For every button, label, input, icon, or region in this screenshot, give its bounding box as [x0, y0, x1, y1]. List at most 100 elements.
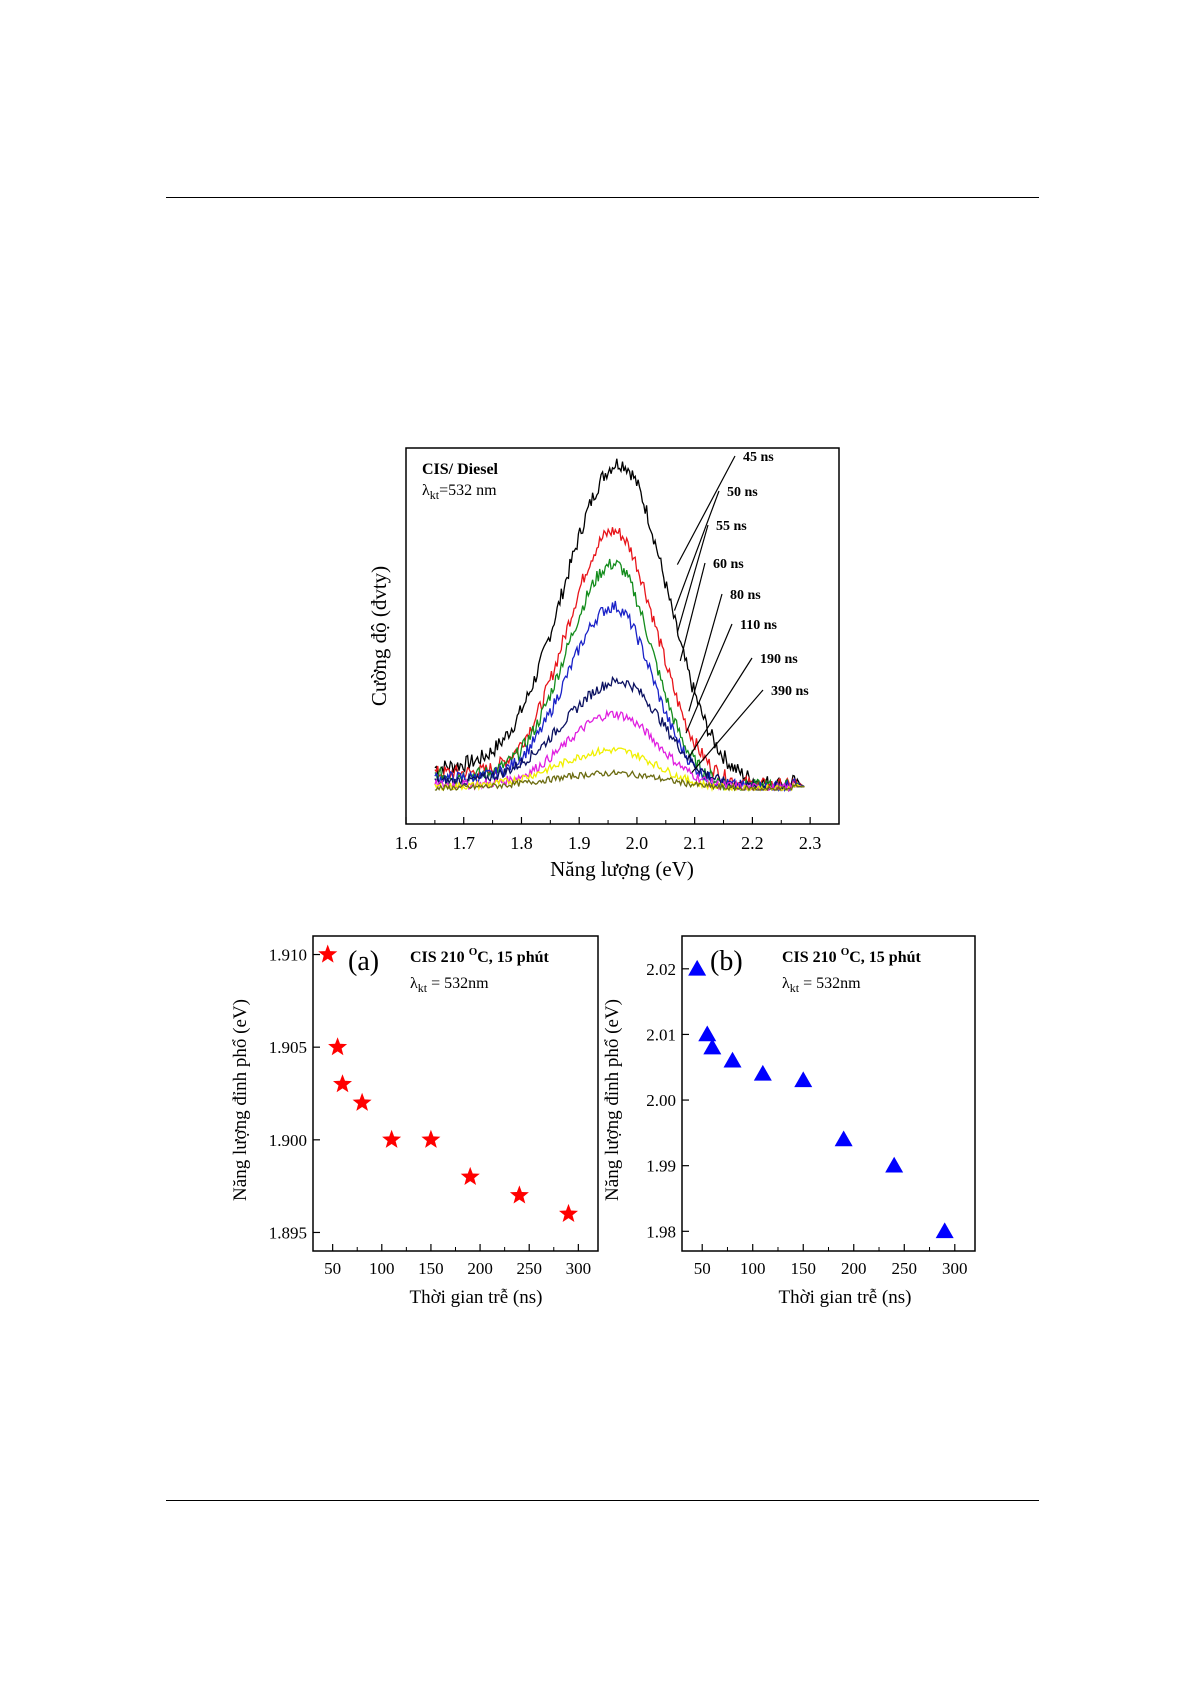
spectra-leader-4 — [688, 593, 723, 712]
spectra-leader-0 — [676, 455, 736, 565]
spectra-series-label-2: 55 ns — [716, 519, 747, 534]
spectra-series-label-5: 110 ns — [740, 618, 778, 633]
chart-b-point-2 — [703, 1038, 722, 1055]
chart-b-y-ticks: 1.98 1.99 2.00 2.01 2.02 — [646, 960, 689, 1241]
chart-b-info-line1: CIS 210 OC, 15 phút — [782, 946, 922, 966]
chart-b-y-tick-label-4: 2.02 — [646, 960, 676, 979]
chart-b-info-lambda: λkt = 532nm — [782, 975, 861, 995]
spectra-series-label-4: 80 ns — [730, 588, 761, 603]
chart-a-info-lambda: λkt = 532nm — [410, 975, 489, 995]
chart-a-info-sup: O — [469, 946, 478, 958]
chart-b-point-1 — [698, 1025, 717, 1042]
chart-a-x-tick-label-3: 200 — [467, 1259, 493, 1278]
chart-a-y-axis-label: Năng lượng đỉnh phổ (eV) — [230, 999, 251, 1201]
chart-a-info-pre: CIS 210 — [410, 949, 469, 966]
chart-b-x-tick-label-3: 200 — [841, 1259, 867, 1278]
spectra-series-label-3: 60 ns — [713, 557, 744, 572]
chart-a-lambda-sub: kt — [418, 981, 428, 995]
chart-b-info-pre: CIS 210 — [782, 949, 841, 966]
chart-a-lambda-value: = 532nm — [427, 975, 489, 992]
chart-b-info-post: C, 15 phút — [849, 949, 921, 966]
chart-b-y-axis-label: Năng lượng đỉnh phổ (eV) — [602, 999, 623, 1201]
chart-b-point-4 — [753, 1064, 772, 1081]
spectra-series-line-3 — [434, 600, 805, 793]
chart-b-x-tick-label-1: 100 — [740, 1259, 766, 1278]
chart-a-y-ticks: 1.895 1.900 1.905 1.910 — [269, 946, 320, 1242]
chart-a-info-post: C, 15 phút — [477, 949, 549, 966]
spectra-lambda-sub: kt — [430, 488, 440, 502]
chart-a-x-axis-label: Thời gian trễ (ns) — [410, 1287, 543, 1308]
chart-a-x-tick-label-2: 150 — [418, 1259, 444, 1278]
chart-a-y-tick-label-0: 1.895 — [269, 1223, 307, 1242]
chart-b-lambda-sub: kt — [790, 981, 800, 995]
spectra-plot-frame — [405, 447, 840, 825]
chart-b-x-axis-label: Thời gian trễ (ns) — [779, 1287, 912, 1308]
chart-b-info-sup: O — [841, 946, 850, 958]
chart-b-point-8 — [935, 1222, 954, 1239]
spectra-lambda-symbol: λ — [422, 482, 430, 499]
chart-b-lambda-symbol: λ — [782, 975, 790, 992]
spectra-series-label-7: 390 ns — [771, 684, 809, 699]
chart-a-panel-label: (a) — [348, 946, 379, 977]
chart-a-point-8 — [559, 1203, 578, 1222]
footer-rule — [166, 1500, 1039, 1501]
spectra-x-tick-label-3: 1.9 — [568, 833, 591, 853]
chart-b-x-tick-label-0: 50 — [694, 1259, 711, 1278]
spectra-x-ticks: 1.6 1.7 1.8 1.9 2.0 2.1 2.2 2.3 — [395, 817, 822, 853]
chart-b-x-tick-label-5: 300 — [942, 1259, 968, 1278]
spectra-leader-lines — [673, 455, 764, 774]
spectra-series-group — [434, 458, 805, 793]
spectra-lambda-value: =532 nm — [439, 482, 497, 499]
chart-a-x-tick-label-4: 250 — [516, 1259, 542, 1278]
chart-b-x-ticks: 50 100 150 200 250 300 — [694, 1244, 968, 1278]
spectra-x-tick-label-2: 1.8 — [510, 833, 533, 853]
chart-b-point-3 — [723, 1051, 742, 1068]
chart-a-y-tick-label-3: 1.910 — [269, 946, 307, 965]
chart-a-x-ticks: 50 100 150 200 250 300 — [324, 1244, 591, 1278]
spectra-x-tick-label-5: 2.1 — [683, 833, 706, 853]
spectra-x-tick-label-4: 2.0 — [626, 833, 649, 853]
chart-a-lambda-symbol: λ — [410, 975, 418, 992]
spectra-leader-6 — [688, 657, 753, 758]
chart-a-x-tick-label-5: 300 — [566, 1259, 592, 1278]
chart-a-y-tick-label-2: 1.905 — [269, 1038, 307, 1057]
peak-energy-chart-b: 1.98 1.99 2.00 2.01 2.02 50 100 150 200 250 300 (… — [602, 935, 976, 1308]
chart-b-y-tick-label-3: 2.01 — [646, 1025, 676, 1044]
chart-b-lambda-value: = 532nm — [799, 975, 861, 992]
spectra-x-tick-label-7: 2.3 — [799, 833, 822, 853]
chart-b-point-6 — [834, 1130, 853, 1147]
chart-a-point-4 — [382, 1129, 402, 1148]
spectra-y-axis-label: Cường độ (đvty) — [367, 566, 391, 706]
chart-a-x-tick-label-0: 50 — [324, 1259, 341, 1278]
chart-a-point-0 — [318, 944, 338, 963]
spectra-series-labels: 45 ns 50 ns 55 ns 60 ns 80 ns 110 ns 190 ns 390… — [713, 450, 809, 699]
spectra-info-line1: CIS/ Diesel — [422, 461, 499, 478]
chart-b-point-0 — [688, 959, 707, 976]
chart-b-points — [688, 959, 954, 1239]
spectra-series-label-1: 50 ns — [727, 485, 758, 500]
chart-a-info-line1: CIS 210 OC, 15 phút — [410, 946, 550, 966]
spectra-leader-2 — [676, 524, 709, 633]
spectra-x-axis-label: Năng lượng (eV) — [550, 857, 694, 881]
chart-b-y-tick-label-2: 2.00 — [646, 1091, 676, 1110]
chart-a-point-7 — [509, 1185, 529, 1204]
spectra-chart: 45 ns 50 ns 55 ns 60 ns 80 ns 110 ns 190 ns 390… — [367, 447, 840, 881]
spectra-x-tick-label-0: 1.6 — [395, 833, 418, 853]
spectra-leader-7 — [691, 689, 764, 774]
spectra-info-lambda: λkt=532 nm — [422, 482, 497, 502]
spectra-x-tick-label-1: 1.7 — [452, 833, 475, 853]
chart-b-y-tick-label-1: 1.99 — [646, 1157, 676, 1176]
peak-energy-chart-a: 1.895 1.900 1.905 1.910 50 100 150 200 250 300 (… — [230, 935, 599, 1308]
chart-b-panel-label: (b) — [710, 946, 743, 977]
chart-a-point-3 — [352, 1092, 372, 1111]
header-rule — [166, 197, 1039, 198]
chart-b-y-tick-label-0: 1.98 — [646, 1222, 676, 1241]
spectra-leader-5 — [685, 623, 733, 734]
chart-a-point-1 — [328, 1037, 348, 1056]
chart-b-point-5 — [794, 1071, 813, 1088]
chart-b-x-tick-label-4: 250 — [892, 1259, 918, 1278]
chart-b-point-7 — [885, 1156, 904, 1173]
spectra-series-label-6: 190 ns — [760, 652, 798, 667]
chart-a-point-2 — [333, 1074, 352, 1093]
spectra-series-line-7 — [434, 768, 805, 792]
